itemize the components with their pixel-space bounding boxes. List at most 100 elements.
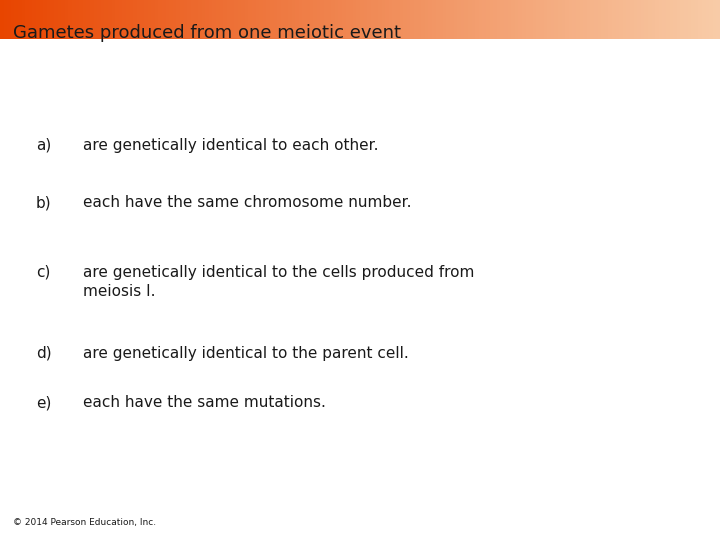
Bar bbox=[400, 0, 404, 39]
Bar bbox=[515, 0, 519, 39]
Bar bbox=[126, 0, 130, 39]
Bar bbox=[25, 0, 30, 39]
Bar bbox=[36, 0, 40, 39]
Bar bbox=[94, 0, 98, 39]
Bar bbox=[619, 0, 624, 39]
Bar bbox=[54, 0, 58, 39]
Bar bbox=[346, 0, 350, 39]
Bar bbox=[666, 0, 670, 39]
Bar bbox=[205, 0, 210, 39]
Bar bbox=[209, 0, 213, 39]
Text: Gametes produced from one meiotic event: Gametes produced from one meiotic event bbox=[13, 24, 401, 42]
Bar bbox=[371, 0, 375, 39]
Text: each have the same chromosome number.: each have the same chromosome number. bbox=[83, 195, 411, 211]
Bar bbox=[706, 0, 710, 39]
Bar bbox=[652, 0, 656, 39]
Bar bbox=[90, 0, 94, 39]
Bar bbox=[443, 0, 447, 39]
Bar bbox=[680, 0, 685, 39]
Bar bbox=[644, 0, 649, 39]
Bar bbox=[68, 0, 73, 39]
Bar bbox=[605, 0, 609, 39]
Bar bbox=[173, 0, 177, 39]
Bar bbox=[122, 0, 127, 39]
Bar bbox=[382, 0, 386, 39]
Bar bbox=[508, 0, 512, 39]
Bar bbox=[47, 0, 51, 39]
Bar bbox=[378, 0, 382, 39]
Bar bbox=[313, 0, 318, 39]
Bar bbox=[634, 0, 638, 39]
Bar bbox=[119, 0, 123, 39]
Bar bbox=[155, 0, 159, 39]
Bar bbox=[11, 0, 15, 39]
Bar bbox=[270, 0, 274, 39]
Text: each have the same mutations.: each have the same mutations. bbox=[83, 395, 325, 410]
Bar bbox=[349, 0, 354, 39]
Bar bbox=[558, 0, 562, 39]
Bar bbox=[180, 0, 184, 39]
Bar bbox=[86, 0, 91, 39]
Bar bbox=[457, 0, 462, 39]
Bar bbox=[529, 0, 534, 39]
Bar bbox=[410, 0, 415, 39]
Bar bbox=[277, 0, 282, 39]
Bar bbox=[565, 0, 570, 39]
Bar bbox=[392, 0, 397, 39]
Bar bbox=[648, 0, 652, 39]
Bar bbox=[4, 0, 8, 39]
Bar bbox=[7, 0, 12, 39]
Bar bbox=[97, 0, 102, 39]
Bar bbox=[130, 0, 134, 39]
Bar bbox=[306, 0, 310, 39]
Bar bbox=[626, 0, 631, 39]
Bar bbox=[310, 0, 314, 39]
Bar bbox=[464, 0, 469, 39]
Bar bbox=[335, 0, 339, 39]
Bar bbox=[662, 0, 667, 39]
Bar bbox=[18, 0, 22, 39]
Bar bbox=[216, 0, 220, 39]
Bar bbox=[713, 0, 717, 39]
Bar bbox=[486, 0, 490, 39]
Bar bbox=[594, 0, 598, 39]
Bar bbox=[601, 0, 606, 39]
Bar bbox=[14, 0, 19, 39]
Bar bbox=[324, 0, 328, 39]
Bar bbox=[389, 0, 393, 39]
Bar bbox=[176, 0, 181, 39]
Bar bbox=[684, 0, 688, 39]
Bar bbox=[284, 0, 289, 39]
Bar bbox=[418, 0, 422, 39]
Bar bbox=[641, 0, 645, 39]
Bar bbox=[475, 0, 480, 39]
Bar bbox=[104, 0, 109, 39]
Bar bbox=[454, 0, 458, 39]
Bar bbox=[677, 0, 681, 39]
Bar bbox=[436, 0, 440, 39]
Bar bbox=[187, 0, 192, 39]
Bar bbox=[220, 0, 224, 39]
Bar bbox=[72, 0, 76, 39]
Bar bbox=[396, 0, 400, 39]
Bar bbox=[616, 0, 620, 39]
Bar bbox=[446, 0, 451, 39]
Bar bbox=[263, 0, 267, 39]
Bar bbox=[50, 0, 55, 39]
Text: c): c) bbox=[36, 265, 50, 280]
Bar bbox=[637, 0, 642, 39]
Bar bbox=[259, 0, 264, 39]
Bar bbox=[695, 0, 699, 39]
Bar bbox=[320, 0, 325, 39]
Bar bbox=[230, 0, 235, 39]
Bar bbox=[367, 0, 372, 39]
Bar bbox=[252, 0, 256, 39]
Text: b): b) bbox=[36, 195, 52, 211]
Bar bbox=[227, 0, 231, 39]
Bar bbox=[612, 0, 616, 39]
Text: d): d) bbox=[36, 346, 52, 361]
Bar bbox=[461, 0, 465, 39]
Bar bbox=[608, 0, 613, 39]
Text: © 2014 Pearson Education, Inc.: © 2014 Pearson Education, Inc. bbox=[13, 517, 156, 526]
Bar bbox=[198, 0, 202, 39]
